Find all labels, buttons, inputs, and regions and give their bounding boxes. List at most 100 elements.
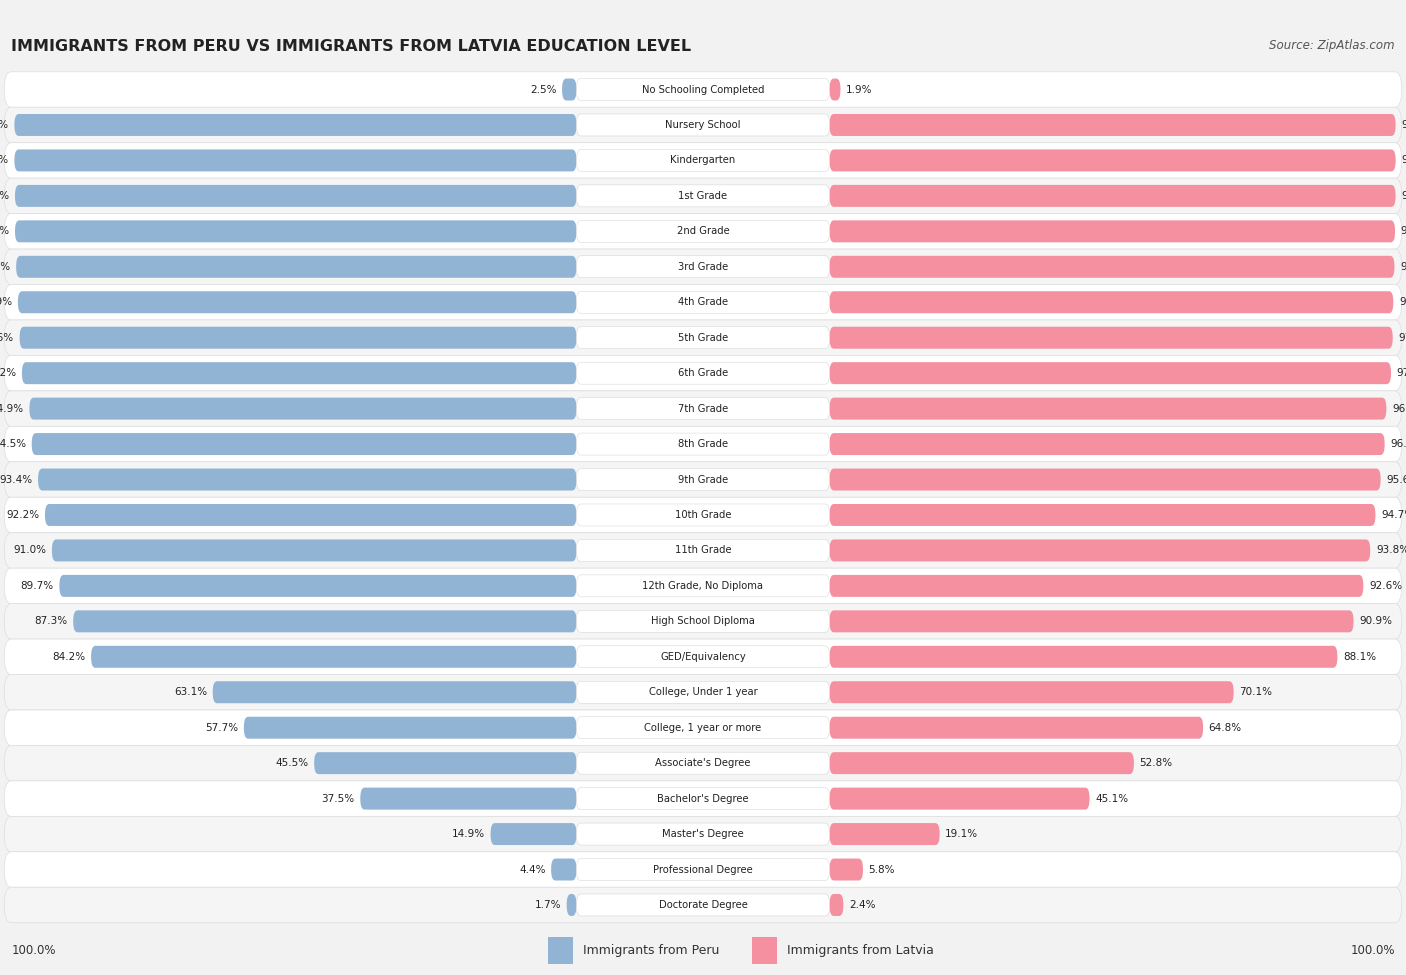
Text: 97.4%: 97.4% <box>0 191 10 201</box>
Text: 1.9%: 1.9% <box>846 85 873 95</box>
FancyBboxPatch shape <box>567 894 576 916</box>
FancyBboxPatch shape <box>576 292 830 313</box>
FancyBboxPatch shape <box>314 752 576 774</box>
FancyBboxPatch shape <box>830 185 1396 207</box>
Text: 94.7%: 94.7% <box>1381 510 1406 520</box>
FancyBboxPatch shape <box>830 220 1395 243</box>
Text: 12th Grade, No Diploma: 12th Grade, No Diploma <box>643 581 763 591</box>
Text: 98.2%: 98.2% <box>1402 155 1406 166</box>
FancyBboxPatch shape <box>830 575 1364 597</box>
FancyBboxPatch shape <box>830 149 1396 172</box>
FancyBboxPatch shape <box>4 852 1402 887</box>
Text: 10th Grade: 10th Grade <box>675 510 731 520</box>
FancyBboxPatch shape <box>4 214 1402 249</box>
FancyBboxPatch shape <box>830 362 1391 384</box>
FancyBboxPatch shape <box>4 639 1402 675</box>
FancyBboxPatch shape <box>576 859 830 880</box>
Text: 88.1%: 88.1% <box>1343 652 1376 662</box>
Text: 93.8%: 93.8% <box>1376 545 1406 556</box>
Text: 45.1%: 45.1% <box>1095 794 1128 803</box>
FancyBboxPatch shape <box>4 532 1402 568</box>
Text: 97.5%: 97.5% <box>0 155 8 166</box>
Text: 63.1%: 63.1% <box>174 687 207 697</box>
Text: Doctorate Degree: Doctorate Degree <box>658 900 748 910</box>
Text: Bachelor's Degree: Bachelor's Degree <box>657 794 749 803</box>
FancyBboxPatch shape <box>830 79 841 100</box>
FancyBboxPatch shape <box>4 356 1402 391</box>
Text: 94.9%: 94.9% <box>0 404 24 413</box>
FancyBboxPatch shape <box>576 149 830 172</box>
FancyBboxPatch shape <box>752 937 778 964</box>
FancyBboxPatch shape <box>830 682 1233 703</box>
FancyBboxPatch shape <box>562 79 576 100</box>
FancyBboxPatch shape <box>38 469 576 490</box>
Text: 64.8%: 64.8% <box>1209 722 1241 732</box>
Text: Kindergarten: Kindergarten <box>671 155 735 166</box>
Text: 5th Grade: 5th Grade <box>678 332 728 342</box>
FancyBboxPatch shape <box>30 398 576 419</box>
FancyBboxPatch shape <box>4 816 1402 852</box>
FancyBboxPatch shape <box>830 823 939 845</box>
FancyBboxPatch shape <box>576 823 830 845</box>
FancyBboxPatch shape <box>548 937 574 964</box>
Text: GED/Equivalency: GED/Equivalency <box>661 652 745 662</box>
FancyBboxPatch shape <box>14 149 576 172</box>
FancyBboxPatch shape <box>4 249 1402 285</box>
FancyBboxPatch shape <box>491 823 576 845</box>
FancyBboxPatch shape <box>4 462 1402 497</box>
FancyBboxPatch shape <box>360 788 576 809</box>
Text: 90.9%: 90.9% <box>1360 616 1392 626</box>
FancyBboxPatch shape <box>576 504 830 526</box>
Text: 4.4%: 4.4% <box>519 865 546 875</box>
FancyBboxPatch shape <box>576 894 830 916</box>
Text: 89.7%: 89.7% <box>21 581 53 591</box>
FancyBboxPatch shape <box>4 426 1402 462</box>
Text: 5.8%: 5.8% <box>869 865 896 875</box>
Text: Immigrants from Peru: Immigrants from Peru <box>583 944 720 957</box>
Text: Professional Degree: Professional Degree <box>654 865 752 875</box>
Text: 57.7%: 57.7% <box>205 722 238 732</box>
Text: 96.9%: 96.9% <box>0 297 13 307</box>
Text: 94.5%: 94.5% <box>0 439 27 449</box>
FancyBboxPatch shape <box>243 717 576 739</box>
FancyBboxPatch shape <box>830 539 1371 562</box>
Text: 91.0%: 91.0% <box>13 545 46 556</box>
Text: Nursery School: Nursery School <box>665 120 741 130</box>
Text: 1.7%: 1.7% <box>534 900 561 910</box>
Text: 100.0%: 100.0% <box>11 944 56 957</box>
FancyBboxPatch shape <box>22 362 576 384</box>
FancyBboxPatch shape <box>551 859 576 880</box>
FancyBboxPatch shape <box>830 469 1381 490</box>
Text: 97.4%: 97.4% <box>1396 369 1406 378</box>
FancyBboxPatch shape <box>830 114 1396 136</box>
Text: 100.0%: 100.0% <box>1350 944 1395 957</box>
Text: 2nd Grade: 2nd Grade <box>676 226 730 236</box>
Text: 98.2%: 98.2% <box>1402 120 1406 130</box>
FancyBboxPatch shape <box>4 107 1402 142</box>
FancyBboxPatch shape <box>830 717 1204 739</box>
FancyBboxPatch shape <box>15 220 576 243</box>
FancyBboxPatch shape <box>576 645 830 668</box>
Text: Immigrants from Latvia: Immigrants from Latvia <box>787 944 934 957</box>
FancyBboxPatch shape <box>18 292 576 313</box>
Text: 93.4%: 93.4% <box>0 475 32 485</box>
FancyBboxPatch shape <box>576 185 830 207</box>
Text: 98.0%: 98.0% <box>1400 262 1406 272</box>
Text: 96.6%: 96.6% <box>1392 404 1406 413</box>
FancyBboxPatch shape <box>15 185 576 207</box>
FancyBboxPatch shape <box>576 575 830 597</box>
FancyBboxPatch shape <box>91 645 576 668</box>
Text: 3rd Grade: 3rd Grade <box>678 262 728 272</box>
Text: College, 1 year or more: College, 1 year or more <box>644 722 762 732</box>
FancyBboxPatch shape <box>576 220 830 243</box>
FancyBboxPatch shape <box>52 539 576 562</box>
FancyBboxPatch shape <box>830 788 1090 809</box>
Text: 19.1%: 19.1% <box>945 829 979 839</box>
FancyBboxPatch shape <box>4 391 1402 426</box>
FancyBboxPatch shape <box>59 575 576 597</box>
Text: 98.2%: 98.2% <box>1402 191 1406 201</box>
FancyBboxPatch shape <box>576 114 830 136</box>
Text: 84.2%: 84.2% <box>52 652 86 662</box>
FancyBboxPatch shape <box>4 285 1402 320</box>
FancyBboxPatch shape <box>576 398 830 419</box>
